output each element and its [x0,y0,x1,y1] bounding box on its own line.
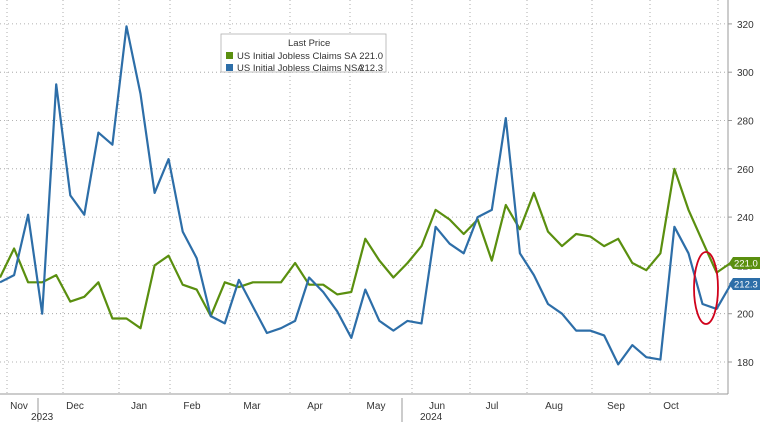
last-value-tag: 221.0 [729,257,760,270]
last-value-tag: 212.3 [729,278,760,291]
x-tick-label: Apr [307,401,323,412]
y-tick-label: 320 [737,20,754,31]
legend-swatch [226,64,233,71]
x-tick-label: Nov [10,401,28,412]
year-label: 2024 [420,412,443,422]
series-line [0,169,731,328]
y-tick-label: 300 [737,68,754,79]
legend-value: 221.0 [359,51,383,62]
x-tick-label: Aug [545,401,563,412]
y-tick-label: 280 [737,117,754,128]
legend-value: 212.3 [359,63,383,74]
last-value-tags: 221.0 212.3 [729,257,760,291]
x-tick-label: Sep [607,401,625,412]
legend-swatch [226,52,233,59]
x-tick-label: Mar [243,401,261,412]
tag-value: 212.3 [734,279,758,290]
y-tick-label: 240 [737,213,754,224]
x-tick-label: Jun [429,401,445,412]
x-tick-label: Feb [183,401,201,412]
legend-label: US Initial Jobless Claims NSA [237,63,364,74]
y-tick-label: 260 [737,165,754,176]
y-tick-label: 180 [737,358,754,369]
legend-title: Last Price [288,38,330,49]
x-tick-label: May [367,401,386,412]
y-tick-label: 200 [737,310,754,321]
legend-label: US Initial Jobless Claims SA [237,51,358,62]
series-lines [0,26,731,364]
x-tick-label: Oct [663,401,679,412]
year-label: 2023 [31,412,54,422]
x-tick-label: Dec [66,401,84,412]
x-tick-label: Jan [131,401,147,412]
x-tick-label: Jul [486,401,499,412]
tag-value: 221.0 [734,258,758,269]
